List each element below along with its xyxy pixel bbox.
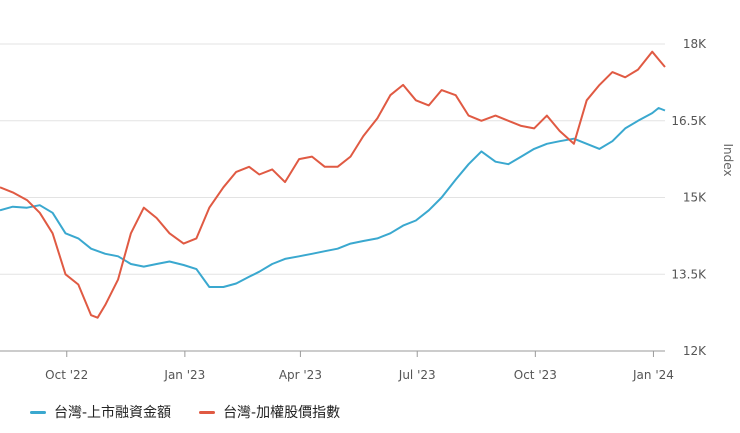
legend-swatch-margin bbox=[30, 410, 46, 414]
legend-label-margin: 台灣-上市融資金額 bbox=[54, 405, 172, 421]
legend-item-taiex[interactable]: 台灣-加權股價指數 bbox=[199, 402, 340, 422]
series-lines bbox=[0, 50, 666, 319]
y-tick-label: 18K bbox=[683, 37, 707, 51]
legend[interactable]: 台灣-上市融資金額 台灣-加權股價指數 bbox=[30, 402, 340, 422]
y-tick-label: 16.5K bbox=[671, 114, 707, 128]
x-tick-label: Jan '23 bbox=[163, 368, 205, 382]
x-tick-label: Apr '23 bbox=[279, 368, 322, 382]
y-axis: 12K 13.5K 15K 16.5K 18K bbox=[671, 37, 707, 358]
y-tick-label: 13.5K bbox=[671, 267, 707, 281]
x-axis: Oct '22 Jan '23 Apr '23 Jul '23 Oct '23 Jan '… bbox=[45, 351, 674, 382]
legend-label-taiex: 台灣-加權股價指數 bbox=[223, 405, 341, 421]
grid-lines bbox=[0, 43, 665, 352]
x-tick-label: Oct '22 bbox=[45, 368, 88, 382]
legend-swatch-taiex bbox=[199, 410, 216, 414]
series-line-margin bbox=[0, 107, 666, 288]
x-tick-label: Oct '23 bbox=[514, 368, 557, 382]
x-tick-label: Jan '24 bbox=[632, 368, 674, 382]
y-tick-label: 15K bbox=[683, 191, 707, 205]
legend-item-margin[interactable]: 台灣-上市融資金額 bbox=[30, 402, 171, 422]
y-tick-label: 12K bbox=[683, 344, 707, 358]
series-line-taiex bbox=[0, 50, 666, 319]
y-axis-label: Index bbox=[721, 143, 735, 176]
x-tick-label: Jul '23 bbox=[398, 368, 436, 382]
